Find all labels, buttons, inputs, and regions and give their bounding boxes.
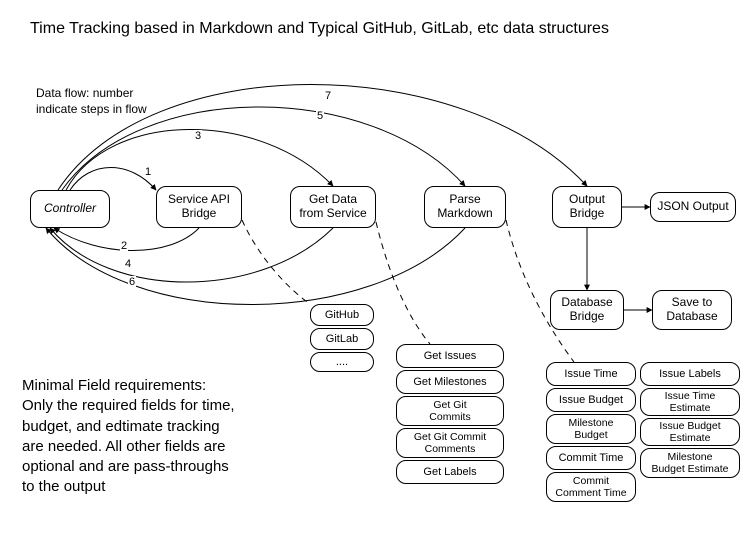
node-issue-labels: Issue Labels [640, 362, 740, 386]
requirements-paragraph: Minimal Field requirements: Only the req… [22, 376, 282, 498]
node-parse-md: ParseMarkdown [424, 186, 506, 228]
node-issue-budget: Issue Budget [546, 388, 636, 412]
node-get-commit-c: Get Git CommitComments [396, 428, 504, 458]
node-issue-time: Issue Time [546, 362, 636, 386]
flow-caption: Data flow: number indicate steps in flow [36, 86, 147, 117]
dashed-edge-1 [376, 222, 430, 344]
node-dots: .... [310, 352, 374, 372]
edge-label-1: 1 [144, 166, 152, 178]
node-save-db: Save toDatabase [652, 290, 732, 330]
node-gitlab: GitLab [310, 328, 374, 350]
node-github: GitHub [310, 304, 374, 326]
edge-label-3: 3 [194, 130, 202, 142]
node-get-data: Get Datafrom Service [290, 186, 376, 228]
node-get-milestones: Get Milestones [396, 370, 504, 394]
edge-e6 [46, 228, 465, 305]
node-issue-time-est: Issue TimeEstimate [640, 388, 740, 416]
node-service-api: Service APIBridge [156, 186, 242, 228]
edge-label-5: 5 [316, 110, 324, 122]
node-get-issues: Get Issues [396, 344, 504, 368]
edge-e4 [50, 228, 333, 282]
node-get-commits: Get GitCommits [396, 396, 504, 426]
node-issue-b-est: Issue BudgetEstimate [640, 418, 740, 446]
node-milestone-b-est: MilestoneBudget Estimate [640, 448, 740, 478]
edge-label-2: 2 [120, 240, 128, 252]
edge-label-4: 4 [124, 258, 132, 270]
node-output-bridge: OutputBridge [552, 186, 622, 228]
dashed-edge-0 [242, 220, 310, 304]
page-title: Time Tracking based in Markdown and Typi… [30, 20, 609, 38]
node-json-output: JSON Output [650, 192, 736, 222]
edge-label-6: 6 [128, 276, 136, 288]
caption-line-2: indicate steps in flow [36, 102, 147, 116]
node-commit-time: Commit Time [546, 446, 636, 470]
caption-line-1: Data flow: number [36, 86, 133, 100]
node-milestone-b: MilestoneBudget [546, 414, 636, 444]
edge-label-7: 7 [324, 90, 332, 102]
node-db-bridge: DatabaseBridge [550, 290, 624, 330]
edge-e5 [62, 107, 465, 190]
node-commit-c-time: CommitComment Time [546, 472, 636, 502]
node-get-labels: Get Labels [396, 460, 504, 484]
node-controller: Controller [30, 190, 110, 228]
